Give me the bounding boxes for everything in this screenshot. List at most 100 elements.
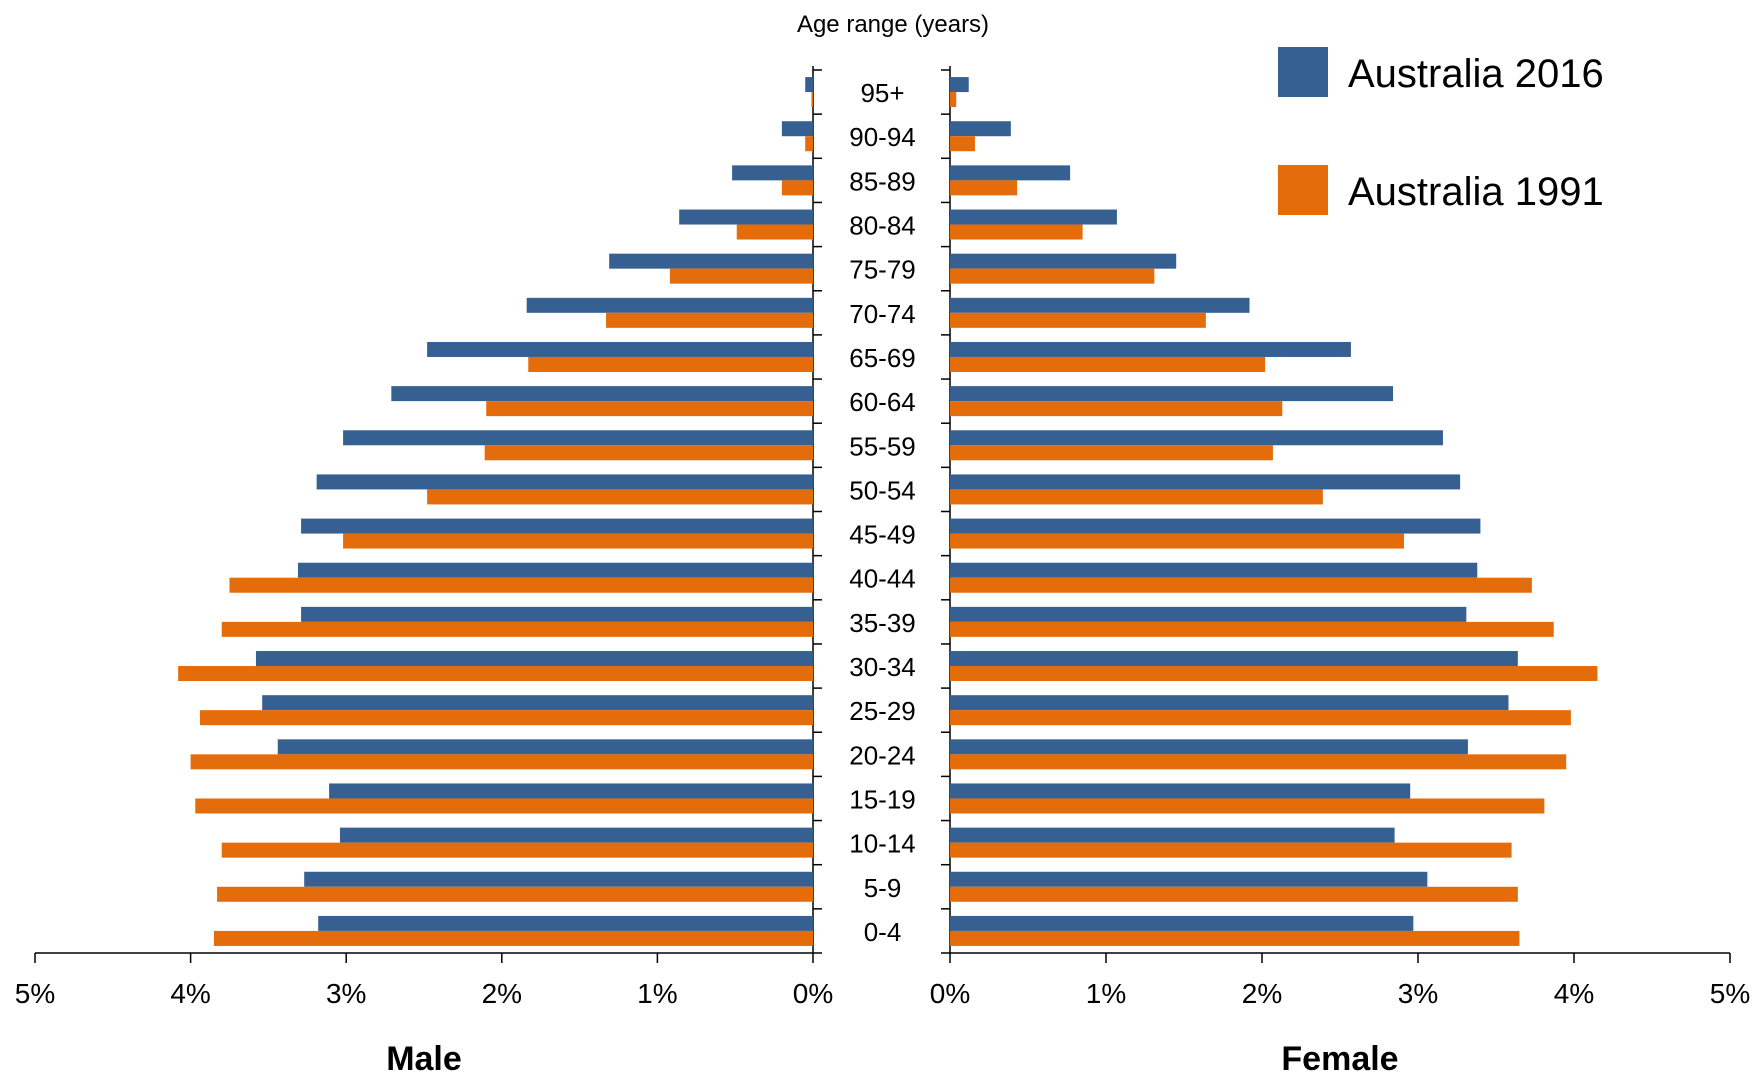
male-x-tick-label: 2% — [482, 978, 522, 1009]
male-bar-2016-45-49 — [301, 519, 813, 534]
male-bar-2016-20-24 — [278, 739, 813, 754]
male-panel-label: Male — [386, 1040, 462, 1076]
female-bar-2016-85-89 — [950, 165, 1070, 180]
female-x-tick-label: 1% — [1086, 978, 1126, 1009]
age-range-label: 10-14 — [849, 829, 916, 859]
female-bar-1991-30-34 — [950, 666, 1597, 681]
age-range-label: 5-9 — [864, 873, 902, 903]
male-bar-1991-30-34 — [178, 666, 813, 681]
male-bar-2016-5-9 — [304, 872, 813, 887]
age-range-label: 55-59 — [849, 431, 916, 461]
male-x-tick-label: 5% — [15, 978, 55, 1009]
male-x-tick-label: 0% — [793, 978, 833, 1009]
female-bar-2016-25-29 — [950, 695, 1508, 710]
male-bar-2016-30-34 — [256, 651, 813, 666]
female-bar-2016-35-39 — [950, 607, 1466, 622]
legend-swatch — [1278, 47, 1328, 97]
male-x-tick-label: 3% — [326, 978, 366, 1009]
female-bar-2016-60-64 — [950, 386, 1393, 401]
female-bar-1991-45-49 — [950, 534, 1404, 549]
female-panel-label: Female — [1281, 1040, 1398, 1076]
age-range-label: 0-4 — [864, 917, 902, 947]
female-bar-1991-60-64 — [950, 401, 1282, 416]
female-bar-1991-10-14 — [950, 843, 1512, 858]
male-bar-1991-10-14 — [222, 843, 813, 858]
male-bar-1991-75-79 — [670, 269, 813, 284]
female-bar-1991-50-54 — [950, 489, 1323, 504]
age-range-label: 85-89 — [849, 166, 916, 196]
male-bar-2016-90-94 — [782, 121, 813, 136]
female-bar-2016-30-34 — [950, 651, 1518, 666]
male-bar-2016-40-44 — [298, 563, 813, 578]
male-bar-1991-95+ — [811, 92, 813, 107]
female-bar-2016-0-4 — [950, 916, 1413, 931]
age-range-label: 60-64 — [849, 387, 916, 417]
male-bar-1991-50-54 — [427, 489, 813, 504]
male-bar-2016-65-69 — [427, 342, 813, 357]
age-range-label: 95+ — [860, 78, 904, 108]
male-bar-1991-45-49 — [343, 534, 813, 549]
male-bar-1991-60-64 — [486, 401, 813, 416]
male-bar-2016-85-89 — [732, 165, 813, 180]
female-bar-1991-55-59 — [950, 445, 1273, 460]
female-bar-2016-95+ — [950, 77, 969, 92]
age-range-label: 15-19 — [849, 784, 916, 814]
female-bar-2016-80-84 — [950, 210, 1117, 225]
female-bar-1991-40-44 — [950, 578, 1532, 593]
female-bar-2016-75-79 — [950, 254, 1176, 269]
male-bar-2016-15-19 — [329, 783, 813, 798]
male-bar-2016-50-54 — [317, 474, 813, 489]
female-bar-2016-50-54 — [950, 474, 1460, 489]
male-x-tick-label: 4% — [170, 978, 210, 1009]
age-range-label: 40-44 — [849, 564, 916, 594]
female-x-tick-label: 3% — [1398, 978, 1438, 1009]
age-range-label: 45-49 — [849, 520, 916, 550]
age-range-label: 90-94 — [849, 122, 916, 152]
female-bar-1991-85-89 — [950, 180, 1017, 195]
female-x-tick-label: 5% — [1710, 978, 1750, 1009]
age-range-label: 35-39 — [849, 608, 916, 638]
male-bar-1991-25-29 — [200, 710, 813, 725]
male-bar-1991-55-59 — [485, 445, 813, 460]
age-range-labels: 0-4 5-9 10-14 15-19 20-24 25-29 30-34 35-39 40-4… — [849, 78, 916, 947]
male-bar-2016-60-64 — [391, 386, 813, 401]
female-bar-2016-15-19 — [950, 783, 1410, 798]
female-bar-2016-10-14 — [950, 828, 1395, 843]
age-range-label: 50-54 — [849, 475, 916, 505]
female-bar-1991-90-94 — [950, 136, 975, 151]
male-bar-1991-80-84 — [737, 225, 813, 240]
female-x-tick-label: 2% — [1242, 978, 1282, 1009]
age-range-label: 80-84 — [849, 211, 916, 241]
female-bar-2016-70-74 — [950, 298, 1250, 313]
female-bar-1991-0-4 — [950, 931, 1519, 946]
age-range-label: 30-34 — [849, 652, 916, 682]
age-range-label: 75-79 — [849, 255, 916, 285]
female-bar-1991-20-24 — [950, 754, 1566, 769]
male-bar-2016-75-79 — [609, 254, 813, 269]
age-range-label: 20-24 — [849, 740, 916, 770]
male-bar-2016-95+ — [805, 77, 813, 92]
female-bar-2016-65-69 — [950, 342, 1351, 357]
female-bar-2016-40-44 — [950, 563, 1477, 578]
female-bar-2016-55-59 — [950, 430, 1443, 445]
female-bar-1991-25-29 — [950, 710, 1571, 725]
male-bar-1991-20-24 — [191, 754, 813, 769]
male-bar-2016-10-14 — [340, 828, 813, 843]
female-x-tick-label: 4% — [1554, 978, 1594, 1009]
category-axis-label: Age range (years) — [797, 11, 989, 38]
age-range-label: 25-29 — [849, 696, 916, 726]
male-bar-2016-0-4 — [318, 916, 813, 931]
male-x-tick-label: 1% — [637, 978, 677, 1009]
female-bar-1991-70-74 — [950, 313, 1206, 328]
male-bar-1991-40-44 — [230, 578, 814, 593]
female-bar-1991-75-79 — [950, 269, 1154, 284]
female-x-tick-label: 0% — [930, 978, 970, 1009]
legend-label: Australia 2016 — [1348, 52, 1604, 96]
male-bar-1991-70-74 — [606, 313, 813, 328]
female-bar-2016-5-9 — [950, 872, 1427, 887]
age-range-label: 65-69 — [849, 343, 916, 373]
male-bar-2016-55-59 — [343, 430, 813, 445]
female-bar-1991-65-69 — [950, 357, 1265, 372]
legend-label: Australia 1991 — [1348, 170, 1604, 214]
